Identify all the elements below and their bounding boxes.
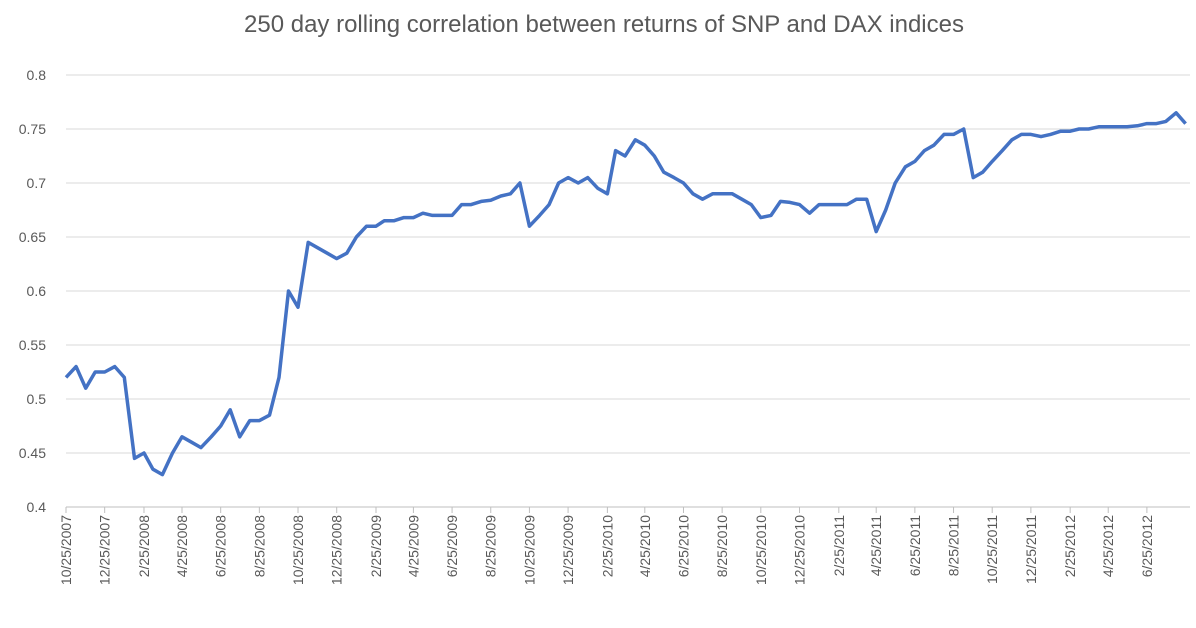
x-tick-label: 2/25/2009	[368, 515, 384, 577]
y-tick-label: 0.6	[27, 283, 47, 299]
x-tick-label: 12/25/2010	[791, 515, 807, 585]
x-tick-label: 4/25/2008	[174, 515, 190, 577]
x-tick-label: 4/25/2009	[405, 515, 421, 577]
x-tick-label: 6/25/2010	[675, 515, 691, 577]
x-tick-label: 12/25/2008	[329, 515, 345, 585]
y-tick-label: 0.8	[27, 67, 47, 83]
x-tick-label: 2/25/2012	[1062, 515, 1078, 577]
x-tick-label: 4/25/2011	[868, 515, 884, 576]
y-tick-label: 0.5	[27, 391, 47, 407]
x-tick-label: 8/25/2009	[483, 515, 499, 577]
series-line	[64, 111, 1187, 477]
x-tick-label: 2/25/2010	[599, 515, 615, 577]
y-tick-label: 0.7	[27, 175, 47, 191]
chart-title: 250 day rolling correlation between retu…	[244, 11, 964, 38]
y-tick-label: 0.75	[19, 121, 46, 137]
y-tick-label: 0.45	[19, 445, 46, 461]
y-tick-label: 0.4	[27, 499, 47, 515]
x-tick-label: 8/25/2011	[946, 515, 962, 576]
x-tick-label: 6/25/2009	[444, 515, 460, 577]
x-tick-label: 10/25/2008	[290, 515, 306, 585]
x-tick-label: 8/25/2010	[714, 515, 730, 577]
x-tick-label: 12/25/2007	[97, 515, 113, 585]
x-tick-label: 2/25/2008	[136, 515, 152, 577]
x-tick-label: 8/25/2008	[251, 515, 267, 577]
x-tick-label: 12/25/2009	[560, 515, 576, 585]
x-tick-label: 6/25/2008	[213, 515, 229, 577]
x-tick-label: 4/25/2010	[637, 515, 653, 577]
x-tick-label: 10/25/2009	[521, 515, 537, 585]
y-tick-label: 0.65	[19, 229, 46, 245]
x-tick-label: 4/25/2012	[1100, 515, 1116, 577]
x-tick-label: 10/25/2007	[58, 515, 74, 585]
y-tick-label: 0.55	[19, 337, 46, 353]
x-tick-label: 2/25/2011	[831, 515, 847, 576]
x-tick-label: 10/25/2011	[984, 515, 1000, 584]
x-tick-label: 6/25/2012	[1139, 515, 1155, 577]
x-tick-label: 6/25/2011	[907, 515, 923, 576]
x-tick-label: 10/25/2010	[753, 515, 769, 585]
x-tick-label: 12/25/2011	[1023, 515, 1039, 584]
